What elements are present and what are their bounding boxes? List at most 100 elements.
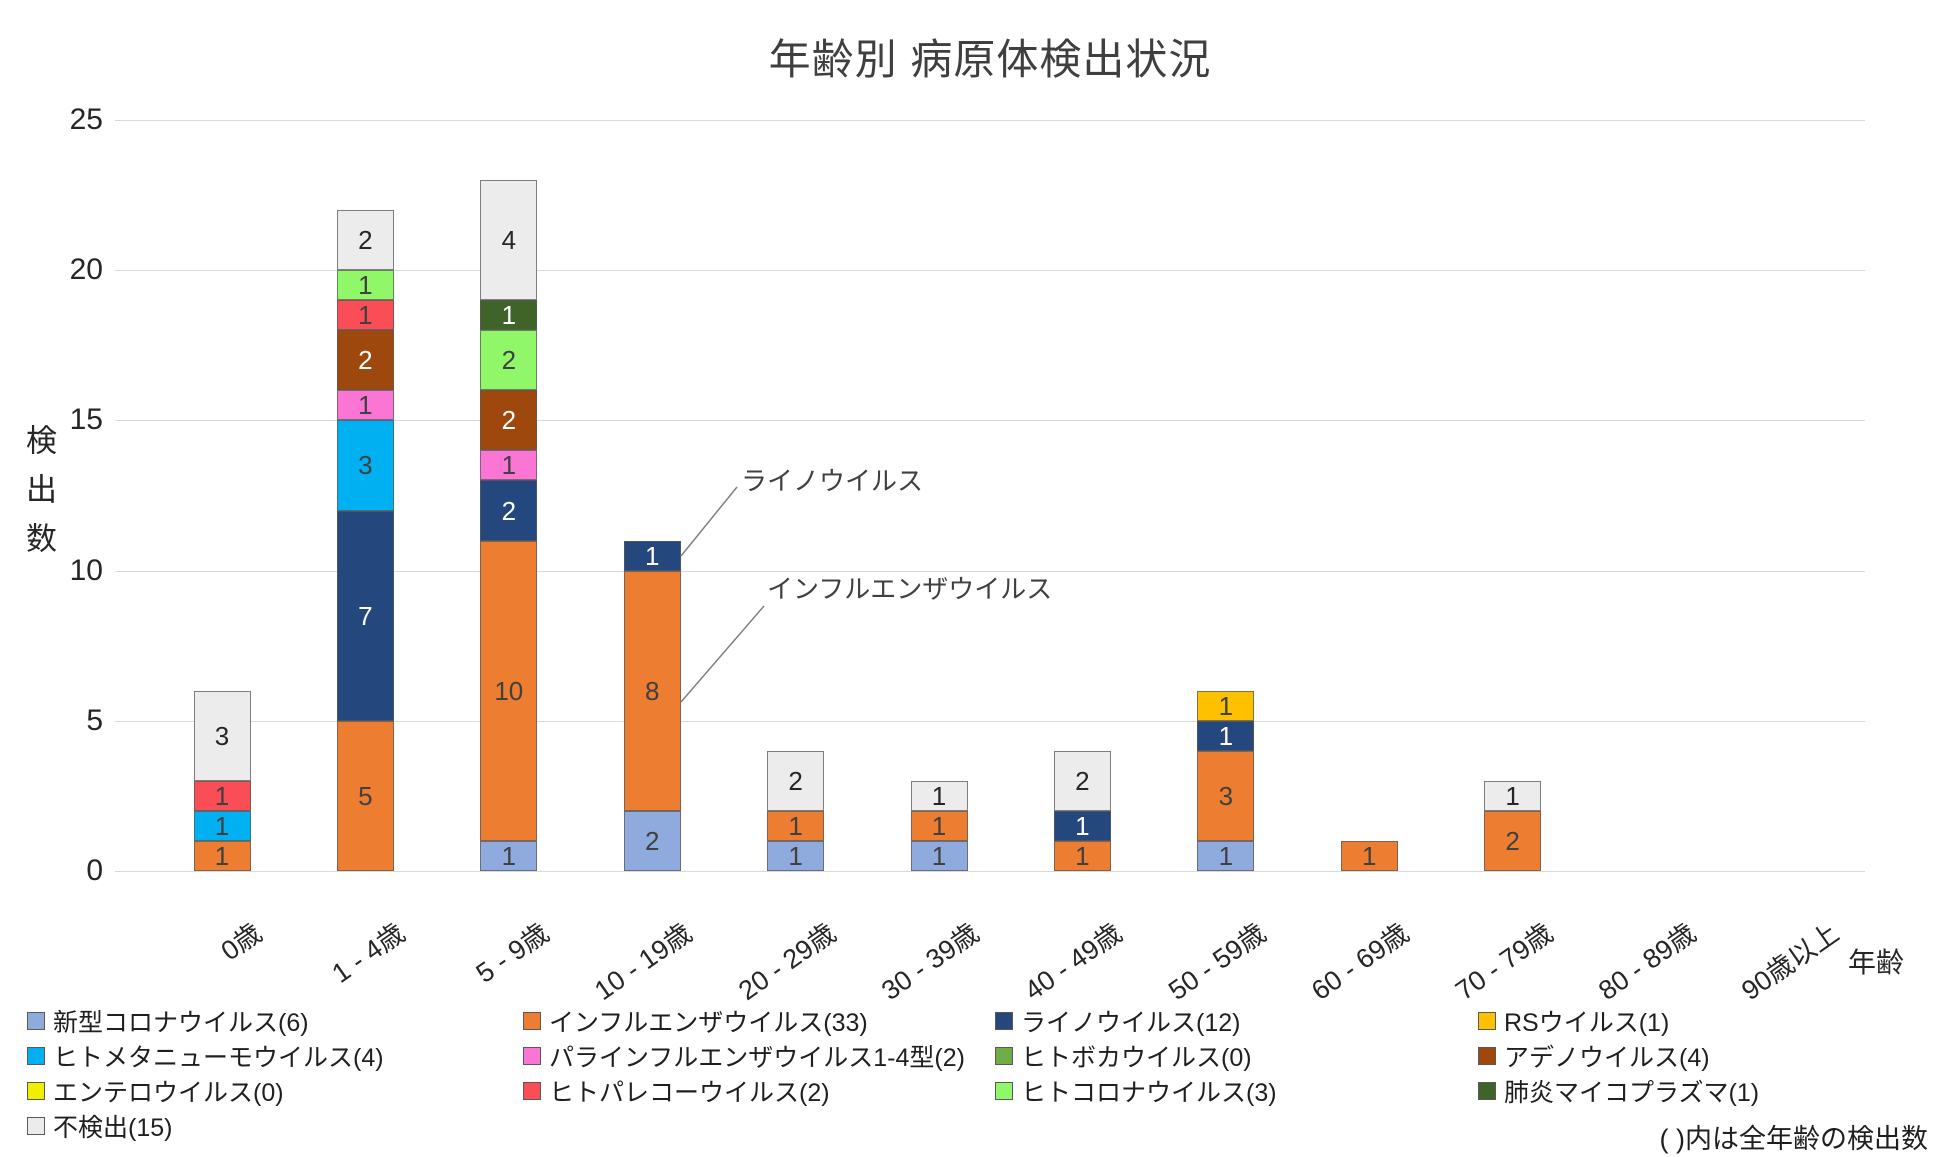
y-tick-label: 10 <box>69 553 103 587</box>
legend-swatch <box>995 1082 1013 1100</box>
segment-label: 1 <box>1218 690 1234 721</box>
legend-label: ライノウイルス(12) <box>1021 1009 1241 1037</box>
segment-label: 10 <box>494 675 524 706</box>
x-tick-label: 10 - 19歳 <box>589 917 698 1007</box>
y-tick-label: 25 <box>69 103 103 136</box>
legend-label: ヒトパレコーウイルス(2) <box>549 1079 830 1107</box>
x-tick-label: 30 - 39歳 <box>876 917 985 1007</box>
segment-label: 1 <box>644 540 660 571</box>
bar-segment: 1 <box>910 810 968 841</box>
bar-segment: 1 <box>1340 840 1398 871</box>
legend-swatch <box>27 1082 45 1100</box>
y-axis-title: 検出数 <box>21 424 56 571</box>
segment-label: 2 <box>644 825 660 856</box>
x-tick-label: 0歳 <box>215 917 268 967</box>
bar-segment: 1 <box>1053 840 1111 871</box>
legend-item: 肺炎マイコプラズマ(1) <box>1478 1076 1759 1107</box>
gridline <box>115 270 1865 272</box>
legend-swatch <box>523 1082 541 1100</box>
bar-segment: 1 <box>480 450 538 481</box>
gridline <box>115 871 1865 872</box>
segment-label: 2 <box>501 345 517 376</box>
bar-segment: 4 <box>480 180 538 301</box>
legend-swatch <box>27 1047 45 1065</box>
annotation-influenza: インフルエンザウイルス <box>767 574 1053 604</box>
segment-label: 2 <box>358 225 373 256</box>
bar-segment: 1 <box>193 810 251 841</box>
bar-segment: 2 <box>480 330 538 391</box>
x-axis-title: 年齢 <box>1848 947 1905 978</box>
bar-segment: 1 <box>336 270 394 301</box>
bar-segment: 1 <box>910 840 968 871</box>
legend-item: ヒトコロナウイルス(3) <box>995 1076 1277 1107</box>
chart-title: 年齢別 病原体検出状況 <box>768 36 1212 83</box>
bar-segment: 2 <box>623 810 681 871</box>
x-tick-label: 20 - 29歳 <box>732 917 841 1007</box>
bar-segment: 2 <box>1484 810 1542 871</box>
bar-segment: 2 <box>336 210 394 271</box>
footnote: ( )内は全年齢の検出数 <box>1659 1124 1928 1154</box>
gridline <box>115 420 1865 422</box>
segment-label: 1 <box>358 390 373 421</box>
segment-label: 1 <box>358 300 373 331</box>
y-tick-label: 15 <box>69 403 103 437</box>
segment-label: 1 <box>1505 780 1520 811</box>
annotation-line-influenza <box>680 605 765 703</box>
bar-segment: 2 <box>767 750 825 811</box>
bar-segment: 1 <box>336 390 394 421</box>
bar-segment: 5 <box>336 720 394 871</box>
bar-segment: 1 <box>336 300 394 331</box>
segment-label: 1 <box>788 840 803 871</box>
legend-swatch <box>523 1012 541 1030</box>
segment-label: 1 <box>501 840 517 871</box>
segment-label: 3 <box>1218 780 1234 811</box>
segment-label: 1 <box>214 780 230 811</box>
bar-segment: 1 <box>1053 810 1111 841</box>
legend-swatch <box>1478 1082 1496 1100</box>
x-tick-label: 80 - 89歳 <box>1593 917 1702 1007</box>
segment-label: 1 <box>1075 840 1090 871</box>
segment-label: 1 <box>931 840 947 871</box>
legend-item: ライノウイルス(12) <box>995 1006 1241 1037</box>
legend-label: ヒトボカウイルス(0) <box>1021 1044 1252 1072</box>
x-tick-label: 40 - 49歳 <box>1019 917 1128 1007</box>
legend-label: 新型コロナウイルス(6) <box>53 1009 309 1037</box>
annotation-line-rhino <box>680 486 738 557</box>
bar-segment: 1 <box>1197 690 1255 721</box>
segment-label: 1 <box>788 810 803 841</box>
segment-label: 1 <box>1361 840 1377 871</box>
legend-item: アデノウイルス(4) <box>1478 1041 1710 1072</box>
legend-swatch <box>1478 1047 1496 1065</box>
segment-label: 5 <box>358 780 373 811</box>
segment-label: 2 <box>501 495 517 526</box>
legend-swatch <box>1478 1012 1496 1030</box>
bar-segment: 2 <box>1053 750 1111 811</box>
y-tick-label: 5 <box>86 703 103 737</box>
annotation-rhinovirus: ライノウイルス <box>741 466 924 496</box>
bar-segment: 3 <box>1197 750 1255 841</box>
bar-segment: 8 <box>623 570 681 811</box>
bar-segment: 7 <box>336 510 394 721</box>
segment-label: 3 <box>214 720 230 751</box>
bar-segment: 1 <box>193 780 251 811</box>
legend-swatch <box>27 1012 45 1030</box>
segment-label: 1 <box>214 810 230 841</box>
legend-label: インフルエンザウイルス(33) <box>549 1009 868 1037</box>
legend-label: 不検出(15) <box>53 1114 173 1142</box>
bar-segment: 2 <box>480 390 538 451</box>
bar-segment: 1 <box>910 780 968 811</box>
legend-item: 不検出(15) <box>27 1111 173 1142</box>
legend-item: ヒトボカウイルス(0) <box>995 1041 1252 1072</box>
segment-label: 2 <box>788 765 803 796</box>
legend-item: インフルエンザウイルス(33) <box>523 1006 868 1037</box>
gridline <box>115 720 1865 722</box>
y-tick-label: 20 <box>69 253 103 287</box>
segment-label: 1 <box>931 780 947 811</box>
bar-segment: 1 <box>1484 780 1542 811</box>
segment-label: 1 <box>1218 720 1234 751</box>
bar-segment: 3 <box>193 690 251 781</box>
legend-swatch <box>995 1047 1013 1065</box>
segment-label: 1 <box>358 270 373 301</box>
legend-label: ヒトコロナウイルス(3) <box>1021 1079 1277 1107</box>
